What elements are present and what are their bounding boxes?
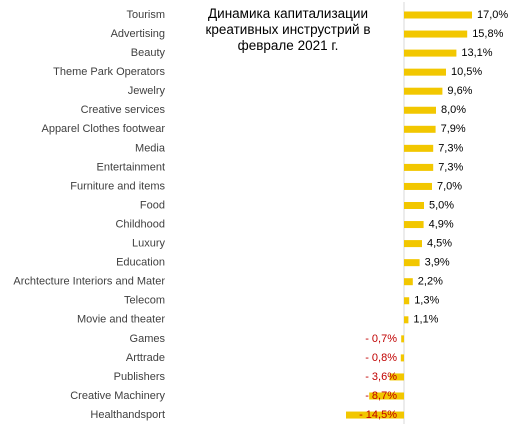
category-label: Jewelry xyxy=(128,85,166,97)
bar xyxy=(404,125,436,133)
bar xyxy=(404,202,424,209)
bar xyxy=(404,240,422,248)
category-label: Luxury xyxy=(132,238,166,250)
bar xyxy=(404,297,410,305)
category-label: Telecom xyxy=(124,295,165,307)
category-label: Furniture and items xyxy=(70,180,165,192)
bar xyxy=(389,373,404,381)
category-label: Apparel Clothes footwear xyxy=(41,123,165,135)
category-label: Media xyxy=(135,142,166,154)
category-label: Food xyxy=(140,199,165,211)
bar xyxy=(404,144,434,152)
bar xyxy=(404,182,432,190)
category-label: Creative services xyxy=(81,104,166,116)
category-label: Games xyxy=(130,333,166,345)
bar xyxy=(404,30,468,38)
bar xyxy=(404,316,409,324)
category-label: Archtecture Interiors and Mater xyxy=(13,276,165,288)
data-label: 1,3% xyxy=(414,295,439,307)
category-label: Arttrade xyxy=(126,352,165,364)
bar xyxy=(400,354,404,362)
chart-title-line-3: феврале 2021 г. xyxy=(237,38,339,53)
data-label: 2,2% xyxy=(418,276,443,288)
data-label: 7,9% xyxy=(441,123,466,135)
data-label: 4,9% xyxy=(429,218,454,230)
data-label: 3,9% xyxy=(425,257,450,269)
data-label: - 14,5% xyxy=(359,409,397,421)
data-label: 7,3% xyxy=(438,142,463,154)
bar xyxy=(404,278,413,286)
data-label: 15,8% xyxy=(472,28,503,40)
data-label: 7,3% xyxy=(438,161,463,173)
bar xyxy=(404,259,420,267)
data-label: 7,0% xyxy=(437,180,462,192)
category-label: Healthandsport xyxy=(90,409,165,421)
bar xyxy=(404,68,446,76)
category-label: Education xyxy=(116,257,165,269)
chart-title-line-1: Динамика капитализации xyxy=(208,6,368,21)
bar xyxy=(404,163,434,171)
category-label: Advertising xyxy=(111,28,165,40)
category-label: Movie and theater xyxy=(77,314,165,326)
bar xyxy=(404,49,457,57)
data-label: 13,1% xyxy=(461,47,492,59)
data-label: 8,0% xyxy=(441,104,466,116)
category-label: Theme Park Operators xyxy=(53,66,165,78)
category-label: Tourism xyxy=(126,9,165,21)
category-label: Entertainment xyxy=(97,161,165,173)
bar xyxy=(404,11,472,19)
category-label: Beauty xyxy=(131,47,166,59)
data-label: - 0,7% xyxy=(365,333,397,345)
category-label: Publishers xyxy=(114,371,166,383)
data-label: 17,0% xyxy=(477,9,508,21)
data-label: - 0,8% xyxy=(365,352,397,364)
category-label: Childhood xyxy=(115,218,165,230)
chart-title: Динамика капитализации креативных инстру… xyxy=(196,6,380,54)
data-label: - 3,6% xyxy=(365,371,397,383)
bar xyxy=(346,411,404,419)
data-label: 1,1% xyxy=(413,314,438,326)
data-label: 5,0% xyxy=(429,199,454,211)
data-label: 9,6% xyxy=(447,85,472,97)
bar xyxy=(404,221,424,229)
category-label: Creative Machinery xyxy=(70,390,165,402)
data-label: 4,5% xyxy=(427,238,452,250)
data-label: 10,5% xyxy=(451,66,482,78)
data-label: - 8,7% xyxy=(365,390,397,402)
bar xyxy=(404,87,443,95)
bar xyxy=(401,335,404,343)
bar xyxy=(369,392,404,400)
bar xyxy=(404,106,436,114)
chart-title-line-2: креативных инструстрий в xyxy=(205,22,371,37)
